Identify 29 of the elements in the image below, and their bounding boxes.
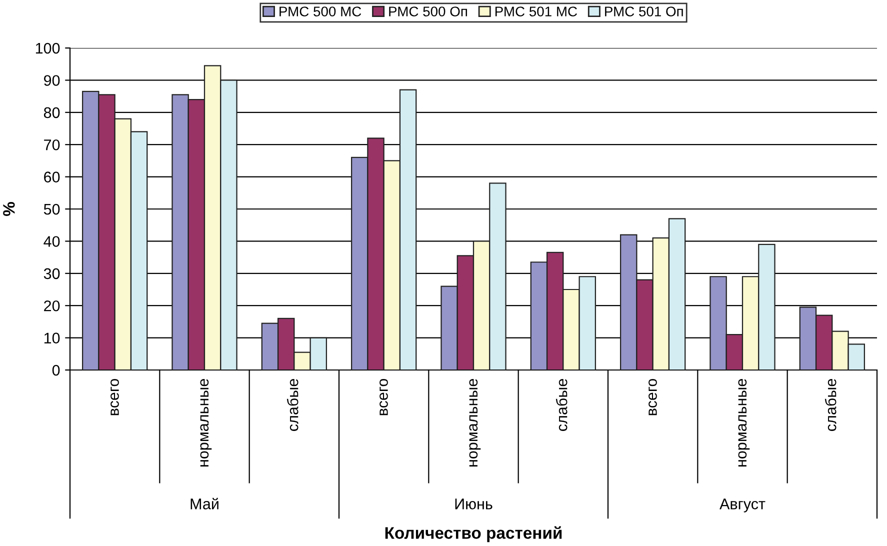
- x-tick-label: всего: [648, 378, 657, 416]
- y-tick-label: 0: [52, 364, 60, 376]
- y-tick-label: 50: [44, 204, 60, 215]
- x-axis-title: Количество растений: [385, 526, 562, 542]
- legend-label: РМС 500 МС: [280, 6, 362, 16]
- x-tick-label: всего: [110, 378, 119, 416]
- legend-label: РМС 501 Оп: [605, 6, 683, 16]
- y-tick-label: 10: [44, 332, 60, 344]
- legend-label: РМС 501 МС: [495, 6, 577, 16]
- y-tick-label: 70: [44, 139, 60, 150]
- text: Август: [720, 498, 766, 512]
- text: Май: [190, 498, 218, 510]
- x-tick-label: нормальные: [738, 379, 750, 466]
- y-tick-label: 30: [44, 268, 60, 280]
- x-tick-label: слабые: [824, 379, 836, 431]
- y-axis-title: %: [3, 202, 15, 216]
- y-tick-label: 80: [44, 107, 60, 118]
- y-tick-label: 40: [44, 236, 60, 247]
- x-tick-label: слабые: [286, 379, 298, 431]
- x-tick-label: нормальные: [469, 379, 481, 466]
- x-tick-label: нормальные: [200, 379, 212, 466]
- y-tick-label: 20: [44, 300, 60, 312]
- x-tick-label: всего: [380, 378, 388, 416]
- y-tick-label: 100: [36, 42, 60, 54]
- x-tick-label: слабые: [556, 379, 568, 431]
- legend-label: РМС 500 Оп: [389, 6, 467, 16]
- y-tick-label: 60: [44, 172, 60, 182]
- y-tick-label: 90: [44, 75, 60, 86]
- text: Июнь: [455, 498, 492, 510]
